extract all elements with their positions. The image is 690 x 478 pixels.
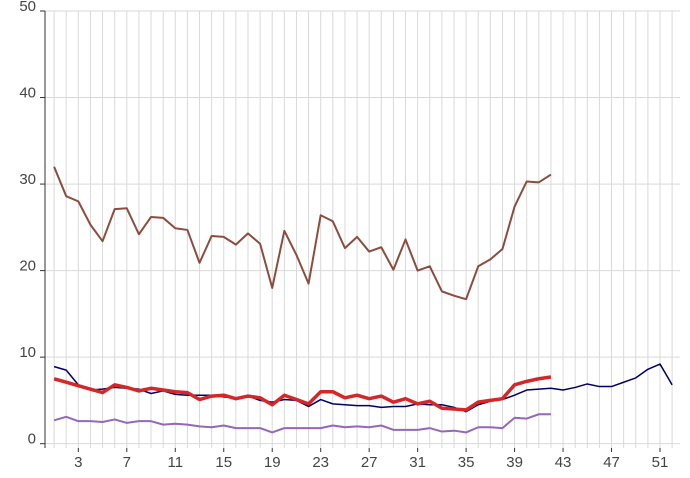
x-tick-label: 27 — [361, 454, 378, 471]
x-tick-label: 35 — [458, 454, 475, 471]
x-tick-label: 23 — [312, 454, 329, 471]
y-tick-label: 30 — [19, 171, 36, 188]
y-tick-label: 20 — [19, 258, 36, 275]
y-tick-label: 50 — [19, 0, 36, 15]
series-line — [53, 166, 552, 301]
x-tick-label: 31 — [409, 454, 426, 471]
y-tick-label: 40 — [19, 85, 36, 102]
x-tick-label: 39 — [506, 454, 523, 471]
x-tick-label: 43 — [555, 454, 572, 471]
x-tick-label: 19 — [264, 454, 281, 471]
series-line — [53, 375, 552, 412]
series-line — [53, 413, 551, 434]
series-line — [53, 363, 673, 413]
x-tick-label: 3 — [74, 454, 82, 471]
x-tick-label: 51 — [652, 454, 669, 471]
x-tick-label: 47 — [603, 454, 620, 471]
y-tick-label: 10 — [19, 344, 36, 361]
x-tick-label: 7 — [123, 454, 131, 471]
x-tick-label: 15 — [215, 454, 232, 471]
y-tick-label: 0 — [28, 431, 36, 448]
x-tick-label: 11 — [167, 454, 183, 471]
